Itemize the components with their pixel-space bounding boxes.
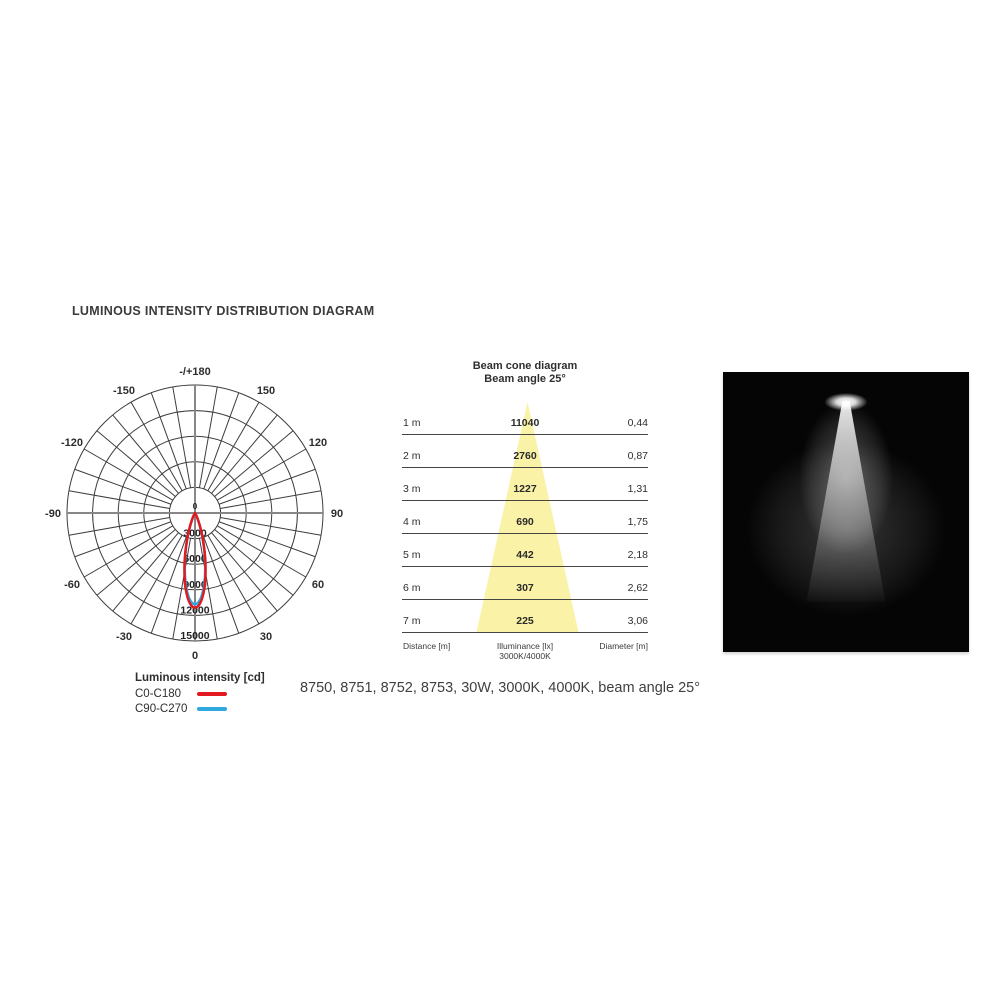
beam-table-row: 5 m 442 2,18 xyxy=(402,549,648,564)
beam-table-row: 3 m 1227 1,31 xyxy=(402,483,648,498)
illuminance-value: 1227 xyxy=(513,483,537,495)
polar-angle-label: -60 xyxy=(64,579,80,591)
legend-label: C90-C270 xyxy=(135,702,188,715)
polar-angle-label: -150 xyxy=(113,385,135,397)
table-row-divider xyxy=(402,434,648,435)
polar-angle-label: 150 xyxy=(257,385,275,397)
legend-item-c90-c270: C90-C270 xyxy=(135,701,265,716)
illuminance-value: 225 xyxy=(516,615,534,627)
footer-cct-label: 3000K/4000K xyxy=(499,651,551,661)
distance-value: 1 m xyxy=(403,417,421,429)
polar-angle-label: 30 xyxy=(260,631,272,643)
page-title: LUMINOUS INTENSITY DISTRIBUTION DIAGRAM xyxy=(72,304,375,318)
polar-angle-label: -90 xyxy=(45,508,61,520)
diameter-value: 1,75 xyxy=(627,516,648,528)
table-row-divider xyxy=(402,632,648,633)
table-row-divider xyxy=(402,533,648,534)
polar-angle-label: 120 xyxy=(309,437,327,449)
illuminance-value: 2760 xyxy=(513,450,537,462)
polar-intensity-chart: -/+1801501209060300-30-60-90-120-1503000… xyxy=(45,366,343,662)
polar-ring-label: 6000 xyxy=(183,553,207,565)
beam-table-row: 2 m 2760 0,87 xyxy=(402,450,648,465)
polar-ring-label: 12000 xyxy=(180,604,209,616)
illuminance-value: 690 xyxy=(516,516,534,528)
polar-legend: Luminous intensity [cd] C0-C180 C90-C270 xyxy=(135,672,265,716)
polar-angle-label: 60 xyxy=(312,579,324,591)
beam-cone-diagram: Beam cone diagram Beam angle 25° 1 m 1104… xyxy=(402,358,648,668)
polar-angle-label: -30 xyxy=(116,631,132,643)
beam-table-row: 1 m 11040 0,44 xyxy=(402,417,648,432)
legend-label: C0-C180 xyxy=(135,687,182,700)
illuminance-value: 11040 xyxy=(510,417,540,429)
footer-distance-label: Distance [m] xyxy=(403,641,451,651)
legend-title: Luminous intensity [cd] xyxy=(135,672,265,684)
distance-value: 6 m xyxy=(403,582,421,594)
polar-angle-label: -120 xyxy=(61,437,83,449)
blue-line-swatch xyxy=(197,706,227,711)
polar-ring-label: 9000 xyxy=(183,579,207,591)
distance-value: 5 m xyxy=(403,549,421,561)
beam-table-row: 6 m 307 2,62 xyxy=(402,582,648,597)
red-line-swatch xyxy=(197,691,227,696)
table-row-divider xyxy=(402,467,648,468)
distance-value: 7 m xyxy=(403,615,421,627)
beam-table-row: 7 m 225 3,06 xyxy=(402,615,648,630)
polar-angle-label: 90 xyxy=(331,508,343,520)
illuminance-value: 442 xyxy=(516,549,534,561)
polar-angle-label: -/+180 xyxy=(179,366,211,378)
diameter-value: 2,62 xyxy=(627,582,648,594)
beam-cone-subtitle: Beam angle 25° xyxy=(484,373,566,385)
illuminance-value: 307 xyxy=(516,582,534,594)
table-row-divider xyxy=(402,599,648,600)
diameter-value: 2,18 xyxy=(627,549,648,561)
diameter-value: 3,06 xyxy=(627,615,648,627)
diameter-value: 0,87 xyxy=(627,450,648,462)
distance-value: 3 m xyxy=(403,483,421,495)
footer-diameter-label: Diameter [m] xyxy=(599,641,648,651)
beam-table-row: 4 m 690 1,75 xyxy=(402,516,648,531)
beam-photo xyxy=(723,372,969,652)
footer-illuminance-label: Illuminance [lx] xyxy=(496,641,554,651)
polar-center-label: 0 xyxy=(193,502,198,511)
light-cone xyxy=(476,402,579,632)
beam-cone-title: Beam cone diagram xyxy=(472,360,578,372)
polar-angle-label: 0 xyxy=(192,650,198,662)
diameter-value: 0,44 xyxy=(627,417,648,429)
beam-photo-light-source xyxy=(723,372,969,652)
polar-ring-label: 15000 xyxy=(180,630,209,642)
legend-item-c0-c180: C0-C180 xyxy=(135,686,265,701)
diameter-value: 1,31 xyxy=(627,483,648,495)
table-row-divider xyxy=(402,566,648,567)
distance-value: 4 m xyxy=(403,516,421,528)
intensity-curve-c0-c180 xyxy=(183,511,207,609)
table-row-divider xyxy=(402,500,648,501)
product-caption: 8750, 8751, 8752, 8753, 30W, 3000K, 4000… xyxy=(299,680,701,696)
beam-cone-shape xyxy=(476,402,579,632)
distance-value: 2 m xyxy=(403,450,421,462)
